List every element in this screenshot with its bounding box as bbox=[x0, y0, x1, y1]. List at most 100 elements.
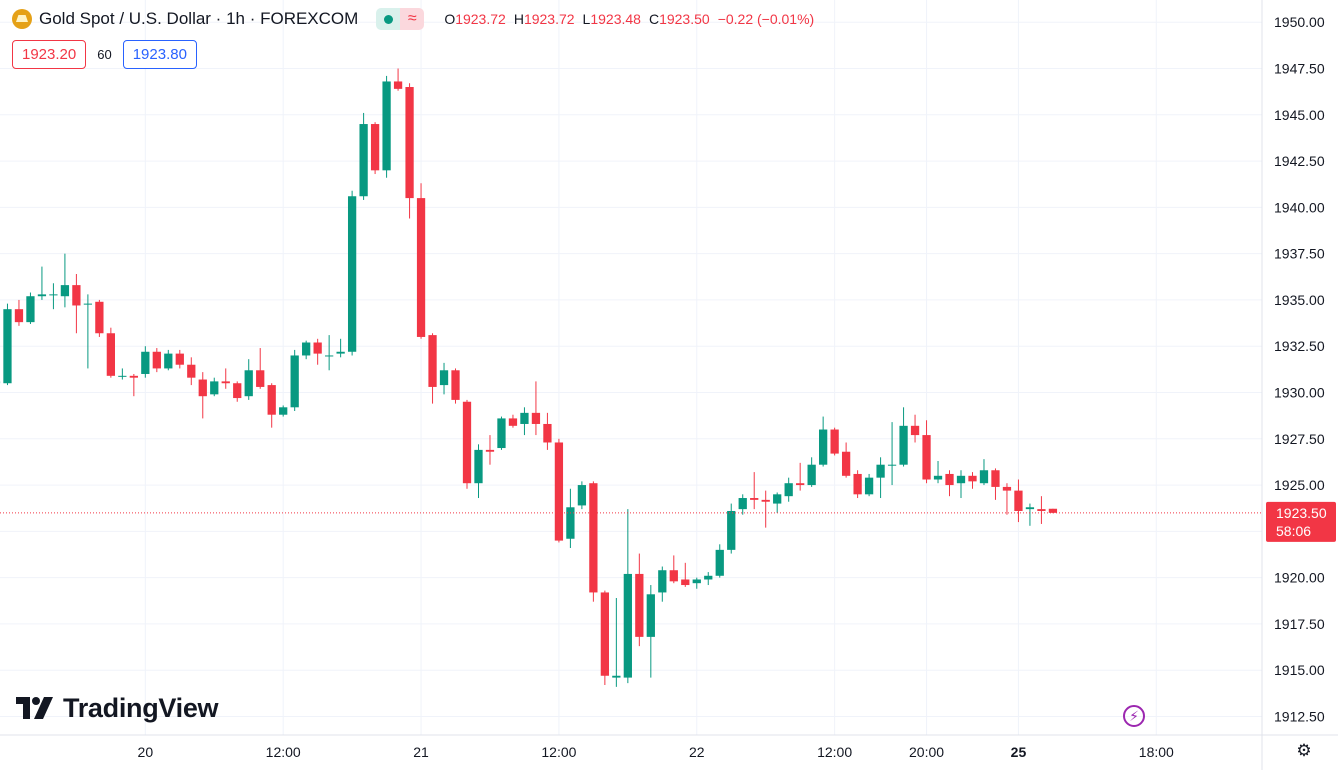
x-tick-label: 25 bbox=[1011, 744, 1027, 760]
candle-body bbox=[968, 476, 976, 482]
candle-body bbox=[762, 500, 770, 502]
market-open-icon[interactable] bbox=[376, 8, 400, 30]
candle-body bbox=[647, 594, 655, 637]
candle-body bbox=[474, 450, 482, 483]
candle-body bbox=[233, 383, 241, 398]
delayed-data-icon[interactable]: ≈ bbox=[400, 8, 424, 30]
x-tick-label: 18:00 bbox=[1139, 744, 1174, 760]
candle-body bbox=[107, 333, 115, 376]
y-tick-label: 1912.50 bbox=[1274, 708, 1325, 724]
brand-name: TradingView bbox=[63, 693, 218, 724]
candle-body bbox=[153, 352, 161, 369]
x-tick-label: 20:00 bbox=[909, 744, 944, 760]
candle-body bbox=[72, 285, 80, 305]
candle-body bbox=[693, 579, 701, 583]
x-tick-label: 22 bbox=[689, 744, 705, 760]
x-tick-label: 21 bbox=[413, 744, 429, 760]
candle-body bbox=[819, 430, 827, 465]
settings-icon[interactable]: ⚙ bbox=[1295, 742, 1313, 760]
candle-body bbox=[704, 576, 712, 580]
candle-body bbox=[670, 570, 678, 581]
candle-body bbox=[773, 494, 781, 503]
candle-body bbox=[256, 370, 264, 387]
candle-body bbox=[578, 485, 586, 505]
y-tick-label: 1945.00 bbox=[1274, 107, 1325, 123]
candle-body bbox=[279, 407, 287, 414]
candle-body bbox=[785, 483, 793, 496]
candle-body bbox=[899, 426, 907, 465]
x-tick-label: 12:00 bbox=[541, 744, 576, 760]
y-tick-label: 1935.00 bbox=[1274, 292, 1325, 308]
candle-body bbox=[417, 198, 425, 337]
candle-body bbox=[1049, 509, 1057, 513]
candle-body bbox=[245, 370, 253, 396]
y-tick-label: 1930.00 bbox=[1274, 384, 1325, 400]
tradingview-logo-icon bbox=[16, 697, 54, 721]
candle-body bbox=[555, 442, 563, 540]
candle-body bbox=[980, 470, 988, 483]
candle-body bbox=[302, 343, 310, 356]
candle-body bbox=[888, 465, 896, 466]
candle-body bbox=[84, 304, 92, 305]
open-label: O bbox=[444, 11, 455, 27]
candle-body bbox=[176, 354, 184, 365]
candle-body bbox=[325, 355, 333, 356]
candle-body bbox=[314, 343, 322, 354]
candle-body bbox=[520, 413, 528, 424]
high-value: 1923.72 bbox=[524, 11, 575, 27]
last-price-value: 1923.50 bbox=[1276, 505, 1327, 521]
bar-countdown: 58:06 bbox=[1276, 523, 1311, 539]
candle-body bbox=[38, 294, 46, 296]
y-tick-label: 1942.50 bbox=[1274, 153, 1325, 169]
candle-body bbox=[336, 352, 344, 354]
candle-body bbox=[268, 385, 276, 415]
x-tick-label: 12:00 bbox=[266, 744, 301, 760]
candle-body bbox=[405, 87, 413, 198]
x-tick-label: 12:00 bbox=[817, 744, 852, 760]
candle-body bbox=[199, 380, 207, 397]
x-tick-label: 20 bbox=[138, 744, 154, 760]
candle-body bbox=[750, 498, 758, 500]
candle-body bbox=[440, 370, 448, 385]
candle-body bbox=[934, 476, 942, 480]
candle-body bbox=[911, 426, 919, 435]
candle-body bbox=[727, 511, 735, 550]
sell-button[interactable]: 1923.20 bbox=[12, 40, 86, 69]
candle-body bbox=[222, 381, 230, 383]
candle-body bbox=[739, 498, 747, 509]
candle-body bbox=[842, 452, 850, 476]
y-tick-label: 1940.00 bbox=[1274, 199, 1325, 215]
quote-row: 1923.20 60 1923.80 bbox=[12, 40, 197, 69]
candle-body bbox=[509, 418, 517, 425]
candle-body bbox=[716, 550, 724, 576]
candle-body bbox=[451, 370, 459, 400]
candle-body bbox=[95, 302, 103, 333]
spread-value: 60 bbox=[97, 47, 111, 62]
price-change: −0.22 (−0.01%) bbox=[718, 11, 815, 27]
candle-body bbox=[49, 294, 57, 295]
candle-body bbox=[141, 352, 149, 374]
candle-body bbox=[1026, 507, 1034, 509]
candle-body bbox=[1014, 491, 1022, 511]
symbol-title[interactable]: Gold Spot / U.S. Dollar · 1h · FOREXCOM bbox=[39, 9, 358, 29]
candle-body bbox=[945, 474, 953, 485]
lightning-icon[interactable]: ⚡ bbox=[1123, 705, 1145, 727]
candle-body bbox=[1037, 509, 1045, 511]
buy-button[interactable]: 1923.80 bbox=[123, 40, 197, 69]
candle-body bbox=[796, 483, 804, 485]
candle-body bbox=[164, 354, 172, 369]
candle-body bbox=[291, 355, 299, 407]
candle-body bbox=[497, 418, 505, 448]
candle-body bbox=[853, 474, 861, 494]
candle-body bbox=[601, 592, 609, 675]
candle-body bbox=[486, 450, 494, 452]
candle-body bbox=[382, 81, 390, 170]
candle-body bbox=[922, 435, 930, 479]
tradingview-logo[interactable]: TradingView bbox=[16, 693, 218, 724]
candle-body bbox=[957, 476, 965, 483]
y-tick-label: 1915.00 bbox=[1274, 662, 1325, 678]
candle-body bbox=[130, 376, 138, 378]
market-status[interactable]: ≈ bbox=[376, 8, 424, 30]
